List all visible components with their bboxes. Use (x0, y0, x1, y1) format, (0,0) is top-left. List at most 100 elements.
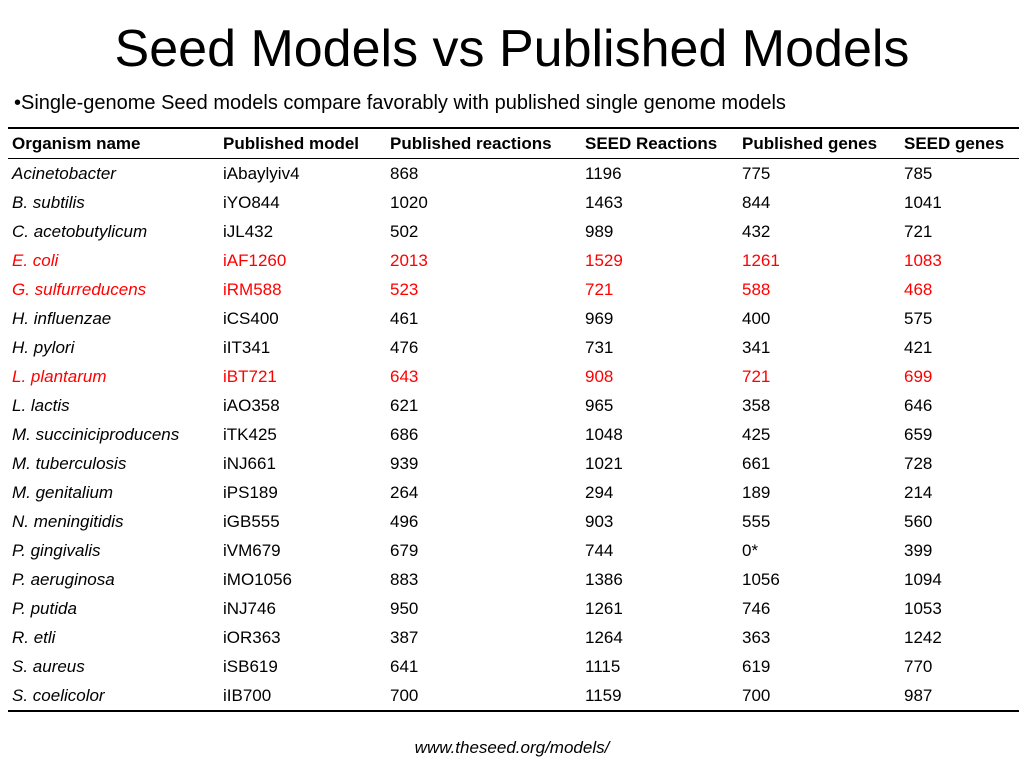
published-reactions-cell: 264 (390, 482, 419, 502)
seed-reactions-cell: 1264 (585, 627, 623, 647)
published-reactions-cell: 496 (390, 511, 419, 531)
table-row: E. coli iAF1260 2013 1529 1261 1083 (8, 246, 1019, 275)
seed-reactions-cell: 721 (585, 279, 614, 299)
seed-genes-cell: 699 (904, 366, 933, 386)
published-genes-cell: 775 (742, 163, 771, 183)
slide-title: Seed Models vs Published Models (114, 20, 910, 78)
published-reactions-cell: 700 (390, 685, 419, 705)
published-reactions-cell: 679 (390, 540, 419, 560)
seed-genes-cell: 646 (904, 395, 933, 415)
table-row: L. lactis iAO358 621 965 358 646 (8, 391, 1019, 420)
organism-cell: P. putida (12, 598, 77, 618)
published-model-cell: iIT341 (223, 337, 271, 357)
seed-genes-cell: 721 (904, 221, 933, 241)
table-row: S. aureus iSB619 641 1115 619 770 (8, 652, 1019, 681)
organism-cell: N. meningitidis (12, 511, 124, 531)
seed-reactions-cell: 965 (585, 395, 614, 415)
seed-genes-cell: 575 (904, 308, 933, 328)
published-reactions-cell: 883 (390, 569, 419, 589)
table-row: M. succiniciproducens iTK425 686 1048 425 659 (8, 420, 1019, 449)
published-model-cell: iYO844 (223, 192, 280, 212)
published-reactions-cell: 461 (390, 308, 419, 328)
published-genes-cell: 844 (742, 192, 771, 212)
published-reactions-cell: 1020 (390, 192, 428, 212)
published-genes-cell: 425 (742, 424, 771, 444)
header-seed-reactions: SEED Reactions (585, 133, 718, 153)
header-published-reactions: Published reactions (390, 133, 552, 153)
seed-genes-cell: 1242 (904, 627, 942, 647)
published-model-cell: iBT721 (223, 366, 277, 386)
header-published-model: Published model (223, 133, 360, 153)
organism-cell: B. subtilis (12, 192, 85, 212)
published-genes-cell: 661 (742, 453, 771, 473)
seed-reactions-cell: 731 (585, 337, 614, 357)
table-row: M. genitalium iPS189 264 294 189 214 (8, 478, 1019, 507)
seed-reactions-cell: 1115 (585, 656, 621, 676)
published-reactions-cell: 939 (390, 453, 419, 473)
organism-cell: P. gingivalis (12, 540, 101, 560)
seed-genes-cell: 659 (904, 424, 933, 444)
seed-reactions-cell: 1021 (585, 453, 623, 473)
published-model-cell: iGB555 (223, 511, 280, 531)
organism-cell: C. acetobutylicum (12, 221, 148, 241)
comparison-table: Organism name Published model Published … (8, 127, 1019, 712)
published-reactions-cell: 643 (390, 366, 419, 386)
published-reactions-cell: 950 (390, 598, 419, 618)
table-row: M. tuberculosis iNJ661 939 1021 661 728 (8, 449, 1019, 478)
published-reactions-cell: 387 (390, 627, 419, 647)
published-model-cell: iAF1260 (223, 250, 287, 270)
seed-reactions-cell: 294 (585, 482, 614, 502)
seed-genes-cell: 728 (904, 453, 933, 473)
seed-genes-cell: 399 (904, 540, 933, 560)
table-header: Organism name Published model Published … (8, 128, 1019, 159)
published-model-cell: iSB619 (223, 656, 278, 676)
table-row: B. subtilis iYO844 1020 1463 844 1041 (8, 188, 1019, 217)
published-genes-cell: 588 (742, 279, 771, 299)
seed-reactions-cell: 989 (585, 221, 614, 241)
organism-cell: M. succiniciproducens (12, 424, 180, 444)
published-model-cell: iMO1056 (223, 569, 292, 589)
seed-reactions-cell: 903 (585, 511, 614, 531)
seed-genes-cell: 468 (904, 279, 933, 299)
published-model-cell: iNJ661 (223, 453, 276, 473)
published-reactions-cell: 868 (390, 163, 419, 183)
organism-cell: S. coelicolor (12, 685, 105, 705)
published-reactions-cell: 686 (390, 424, 419, 444)
seed-genes-cell: 1041 (904, 192, 942, 212)
table-row: P. gingivalis iVM679 679 744 0* 399 (8, 536, 1019, 565)
published-genes-cell: 555 (742, 511, 771, 531)
seed-reactions-cell: 1196 (585, 163, 622, 183)
organism-cell: S. aureus (12, 656, 85, 676)
seed-genes-cell: 987 (904, 685, 933, 705)
organism-cell: G. sulfurreducens (12, 279, 147, 299)
table-row: Acinetobacter iAbaylyiv4 868 1196 775 785 (8, 159, 1019, 189)
organism-cell: P. aeruginosa (12, 569, 115, 589)
table-row: P. aeruginosa iMO1056 883 1386 1056 1094 (8, 565, 1019, 594)
published-reactions-cell: 502 (390, 221, 419, 241)
published-reactions-cell: 476 (390, 337, 419, 357)
table-row: L. plantarum iBT721 643 908 721 699 (8, 362, 1019, 391)
published-genes-cell: 0* (742, 540, 759, 560)
seed-genes-cell: 214 (904, 482, 933, 502)
published-genes-cell: 341 (742, 337, 771, 357)
organism-cell: H. pylori (12, 337, 75, 357)
comparison-table-container: Organism name Published model Published … (8, 127, 1019, 712)
published-genes-cell: 189 (742, 482, 771, 502)
published-model-cell: iJL432 (223, 221, 274, 241)
seed-reactions-cell: 1261 (585, 598, 623, 618)
table-row: R. etli iOR363 387 1264 363 1242 (8, 623, 1019, 652)
table-row: H. pylori iIT341 476 731 341 421 (8, 333, 1019, 362)
seed-genes-cell: 421 (904, 337, 933, 357)
organism-cell: R. etli (12, 627, 56, 647)
published-genes-cell: 1056 (742, 569, 780, 589)
published-reactions-cell: 523 (390, 279, 419, 299)
organism-cell: L. lactis (12, 395, 70, 415)
published-model-cell: iPS189 (223, 482, 278, 502)
published-model-cell: iAbaylyiv4 (223, 163, 300, 183)
header-published-genes: Published genes (742, 133, 878, 153)
published-model-cell: iNJ746 (223, 598, 276, 618)
organism-cell: E. coli (12, 250, 59, 270)
seed-reactions-cell: 1386 (585, 569, 623, 589)
seed-reactions-cell: 1048 (585, 424, 623, 444)
